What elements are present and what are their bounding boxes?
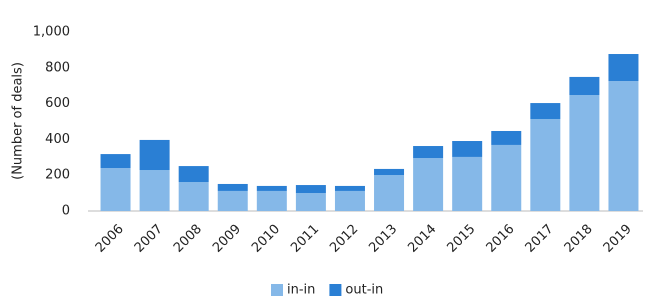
x-tick-label: 2009 [210,222,244,256]
bar-segment [256,185,287,191]
bar-segment [413,146,444,159]
bar-segment [334,185,365,191]
x-tick-label: 2011 [288,222,322,256]
legend-label: out-in [345,283,383,298]
y-tick-label: 600 [45,96,70,111]
x-tick-label: 2018 [562,222,596,256]
bar-segment [608,81,639,212]
legend-swatch [271,284,283,296]
bar-segment [217,183,248,191]
bar-segment [100,154,131,169]
y-tick-label: 0 [62,204,70,219]
bar-segment [178,182,209,211]
y-tick-label: 800 [45,60,70,75]
bar-segment [491,144,522,211]
y-tick-label: 400 [45,132,70,147]
bar-segment [530,103,561,119]
bar-segment [452,141,483,157]
x-tick-label: 2012 [327,222,361,256]
bar-segment [334,190,365,211]
bar-segment [256,190,287,211]
bar-segment [374,175,405,211]
x-tick-label: 2017 [523,222,557,256]
bar-segment [452,156,483,211]
legend-label: in-in [287,283,315,298]
bar-segment [413,158,444,211]
x-tick-label: 2007 [132,222,166,256]
bar-segment [100,168,131,211]
bar-segment [139,170,170,211]
bar-segment [569,76,600,96]
bar-segment [608,54,639,82]
bar-segment [178,166,209,183]
x-tick-label: 2006 [93,222,127,256]
x-tick-label: 2015 [444,222,478,256]
legend-swatch [329,284,342,296]
x-tick-label: 2014 [405,222,439,256]
x-tick-label: 2013 [366,222,400,256]
x-tick-label: 2008 [171,222,205,256]
bar-segment [530,118,561,211]
bar-segment [569,95,600,211]
y-axis-title: (Number of deals) [11,62,26,180]
bar-segment [217,190,248,211]
x-tick-label: 2016 [484,222,518,256]
bar-segment [374,168,405,176]
bar-segment [295,185,326,194]
x-tick-label: 2010 [249,222,283,256]
y-tick-label: 1,000 [33,25,70,40]
x-tick-label: 2019 [601,222,635,256]
bar-segment [491,130,522,145]
bar-segment [295,193,326,211]
bar-segment [139,139,170,171]
y-tick-label: 200 [45,168,70,183]
